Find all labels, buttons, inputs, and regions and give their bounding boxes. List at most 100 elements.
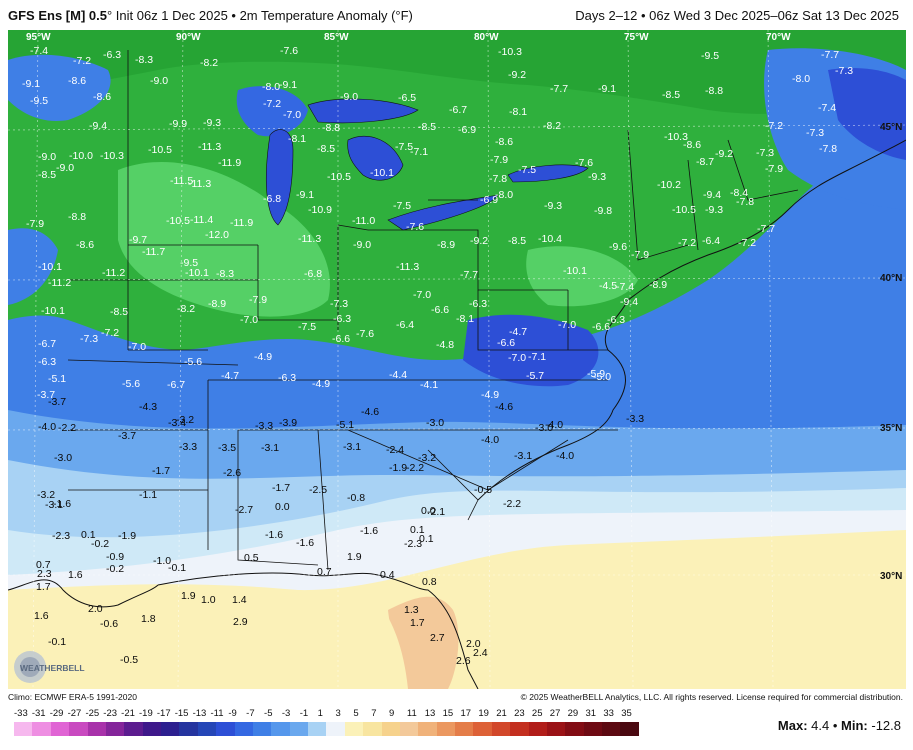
colorbar-segment <box>344 722 364 736</box>
anomaly-value: -3.7 <box>118 430 136 442</box>
anomaly-value: -7.3 <box>756 147 774 159</box>
colorbar-tick: -9 <box>228 708 237 719</box>
anomaly-value: -9.3 <box>588 171 606 183</box>
anomaly-value: -7.3 <box>80 333 98 345</box>
anomaly-value: 1.6 <box>68 569 83 581</box>
lat-label: 45°N <box>880 122 902 133</box>
colorbar-segment <box>620 722 639 736</box>
anomaly-value: -7.9 <box>490 154 508 166</box>
anomaly-value: -11.3 <box>188 178 211 190</box>
anomaly-value: -0.1 <box>48 636 66 648</box>
map-header: GFS Ens [M] 0.5° Init 06z 1 Dec 2025 • 2… <box>0 0 913 30</box>
colorbar-segment <box>308 722 327 736</box>
anomaly-value: -3.0 <box>54 452 72 464</box>
blue-west <box>8 228 58 305</box>
anomaly-value: -7.4 <box>818 102 836 114</box>
colorbar-tick: 33 <box>603 708 614 719</box>
anomaly-value: -7.0 <box>283 109 301 121</box>
anomaly-value: -11.5 <box>170 175 193 187</box>
anomaly-value: 2.9 <box>233 616 248 628</box>
anomaly-value: -8.6 <box>76 239 94 251</box>
anomaly-value: -7.7 <box>550 83 568 95</box>
min-value: -12.8 <box>871 718 901 733</box>
anomaly-value: -8.2 <box>177 303 195 315</box>
anomaly-value: -10.1 <box>370 167 394 179</box>
colorbar-tick: -13 <box>192 708 207 719</box>
anomaly-value: -7.6 <box>356 328 374 340</box>
longitude-labels: 95°W 90°W 85°W 80°W 75°W 70°W <box>26 32 791 43</box>
colorbar-segment <box>528 722 547 736</box>
anomaly-value: -8.5 <box>662 89 680 101</box>
anomaly-value: -11.7 <box>142 246 165 258</box>
anomaly-value: -4.5 <box>599 280 617 292</box>
colorbar-segment <box>491 722 511 736</box>
lat-label: 40°N <box>880 273 902 284</box>
anomaly-value: -3.1 <box>343 441 361 453</box>
anomaly-value: -8.8 <box>322 122 340 134</box>
anomaly-value: -11.3 <box>396 261 419 273</box>
region-green-dark <box>8 30 906 114</box>
anomaly-value: -0.1 <box>168 562 186 574</box>
anomaly-value: -2.2 <box>503 498 521 510</box>
min-label: Min: <box>841 718 868 733</box>
anomaly-value: -4.3 <box>139 401 157 413</box>
colorbar-tick: 35 <box>621 708 632 719</box>
anomaly-value: -5.0 <box>593 371 611 383</box>
anomaly-value: -8.4 <box>730 187 748 199</box>
anomaly-value: -1.7 <box>152 465 170 477</box>
colorbar-ticks: -33 -31 -29 -27 -25 -23 -21 -19 -17 -15 -13 -11 -9 -7… <box>14 708 639 720</box>
anomaly-value: -11.4 <box>190 214 213 226</box>
anomaly-value: 1.8 <box>141 613 156 625</box>
anomaly-value: -4.0 <box>545 419 563 431</box>
anomaly-value: -2.3 <box>404 538 422 550</box>
anomaly-value: -8.2 <box>200 57 218 69</box>
colorbar-tick: 29 <box>567 708 579 719</box>
init-info: Init 06z 1 Dec 2025 • 2m Temperature Ano… <box>112 8 413 23</box>
colorbar-tick: 21 <box>496 708 507 719</box>
colorbar-tick: -21 <box>121 708 135 719</box>
anomaly-value: -7.0 <box>128 341 146 353</box>
anomaly-value: -9.0 <box>353 239 371 251</box>
anomaly-value: -4.9 <box>481 389 499 401</box>
lon-label: 90°W <box>176 32 201 43</box>
anomaly-value: -11.3 <box>298 233 321 245</box>
anomaly-value: -1.6 <box>360 525 378 537</box>
colorbar-segment <box>50 722 70 736</box>
anomaly-value: -10.1 <box>38 261 62 273</box>
anomaly-value: -10.4 <box>538 233 562 245</box>
colorbar-segment <box>326 722 345 736</box>
anomaly-value: -7.2 <box>678 237 696 249</box>
anomaly-value: -8.3 <box>135 54 153 66</box>
anomaly-value: 2.3 <box>37 568 52 580</box>
anomaly-value: -9.1 <box>22 78 40 90</box>
max-min-readout: Max: 4.4 • Min: -12.8 <box>777 718 901 733</box>
colorbar-segment <box>32 722 51 736</box>
anomaly-value: -4.0 <box>556 450 574 462</box>
anomaly-value: -6.7 <box>167 379 185 391</box>
anomaly-value: 1.3 <box>404 604 419 616</box>
colorbar-segment <box>363 722 382 736</box>
anomaly-value: -11.2 <box>102 267 125 279</box>
anomaly-value: -6.3 <box>103 49 121 61</box>
anomaly-value: -0.9 <box>106 551 124 563</box>
anomaly-value: -11.0 <box>352 215 375 227</box>
anomaly-value: -9.3 <box>705 204 723 216</box>
anomaly-value: -6.5 <box>398 92 416 104</box>
valid-range: Days 2–12 • 06z Wed 3 Dec 2025–06z Sat 1… <box>575 8 899 23</box>
anomaly-value: -8.5 <box>418 121 436 133</box>
anomaly-value: -0.6 <box>100 618 118 630</box>
anomaly-value: 0.7 <box>317 566 332 578</box>
lon-label: 85°W <box>324 32 349 43</box>
lon-label: 80°W <box>474 32 499 43</box>
anomaly-value: -12.0 <box>205 229 229 241</box>
anomaly-value: -7.0 <box>413 289 431 301</box>
anomaly-value: -0.2 <box>91 538 109 550</box>
colorbar-tick: -23 <box>103 708 118 719</box>
anomaly-value: -3.5 <box>218 442 236 454</box>
anomaly-value: -5.1 <box>336 419 354 431</box>
colorbar-tick: -5 <box>264 708 273 719</box>
anomaly-value: 0.1 <box>81 529 96 541</box>
anomaly-value: -3.1 <box>45 499 63 511</box>
anomaly-value: -7.0 <box>558 319 576 331</box>
anomaly-value: -11.9 <box>218 157 241 169</box>
